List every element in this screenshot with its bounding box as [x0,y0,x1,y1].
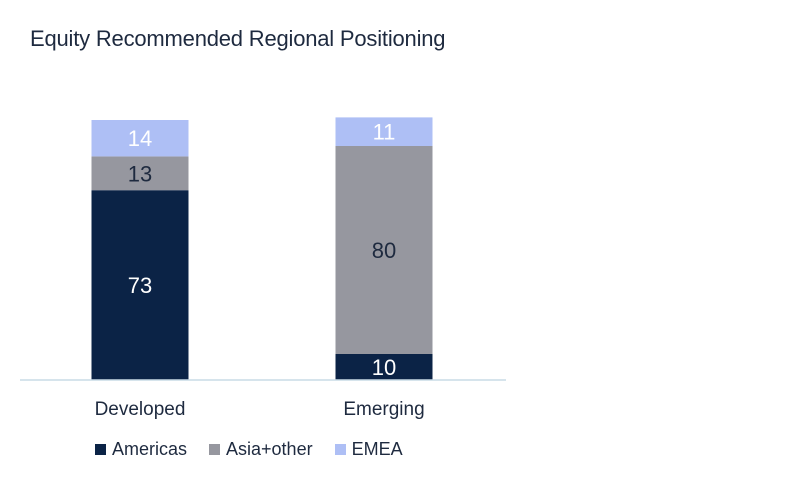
legend: Americas Asia+other EMEA [95,439,403,460]
legend-item: Americas [95,439,187,460]
chart-title: Equity Recommended Regional Positioning [30,26,446,51]
legend-label: Americas [112,439,188,459]
data-label: 10 [372,355,396,380]
x-tick-label: Emerging [343,399,424,420]
data-label: 13 [128,161,152,186]
bars-group: 73 13 14 10 80 11 [91,117,433,380]
legend-swatch [95,444,106,455]
x-tick-labels: Developed Emerging [95,399,425,420]
legend-label: EMEA [351,439,403,459]
x-tick-label: Developed [95,399,186,420]
data-label: 73 [128,273,152,298]
legend-label: Asia+other [226,439,313,459]
legend-item: Asia+other [209,439,313,460]
bar-segment-developed-americas [91,190,189,380]
data-label: 80 [372,238,396,263]
bar-segment-developed-emea [91,120,189,157]
bar-segment-emerging-americas [335,354,433,380]
bar-segment-emerging-asia-other [335,146,433,354]
legend-item: EMEA [334,439,403,460]
data-label: 11 [373,120,396,145]
bar-segment-emerging-emea [335,117,433,146]
data-label: 14 [128,126,152,151]
legend-swatch [334,444,346,455]
legend-swatch [209,444,221,455]
bar-segment-developed-asia-other [91,156,189,191]
